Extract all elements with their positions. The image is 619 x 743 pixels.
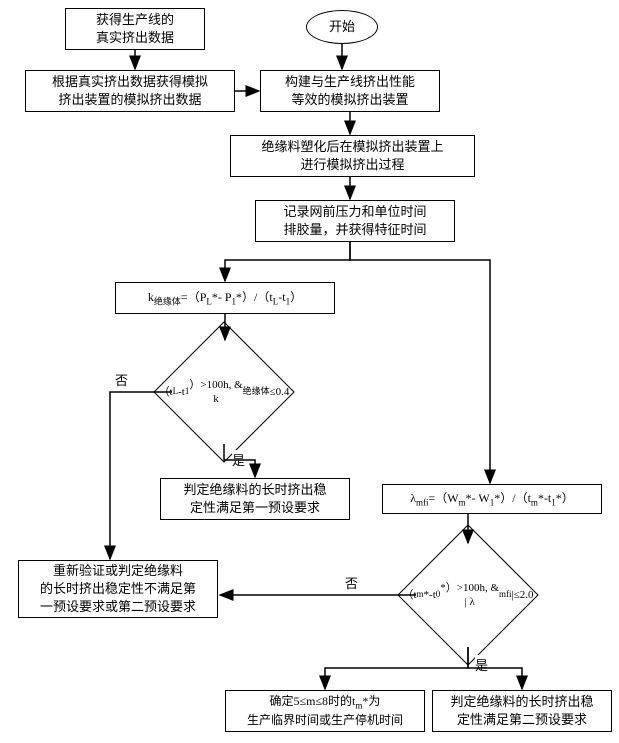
box-text: 构建与生产线挤出性能等效的模拟挤出装置	[285, 73, 415, 109]
box-text: 判定绝缘料的长时挤出稳定性满足第一预设要求	[183, 481, 326, 517]
start-oval: 开始	[306, 10, 378, 44]
box-text: λmfi=（Wm*- W1*）/（tm*-t1*）	[410, 490, 574, 509]
label-yes-2: 是	[475, 655, 488, 674]
box-sim-data: 根据真实挤出数据获得模拟挤出装置的模拟挤出数据	[25, 70, 235, 112]
decision-lambda: （tm*-t0*）>100h, &| λmfi |≤2.0	[418, 545, 518, 645]
box-record: 记录网前压力和单位时间排胶量，并获得特征时间	[255, 200, 455, 242]
diamond-text: （tL-t1）>100h, &k绝缘体≤0.4	[154, 342, 294, 442]
box-critical-time: 确定5≤m≤8时的tm*为生产临界时间或生产停机时间	[225, 690, 425, 732]
label-yes-1: 是	[232, 450, 245, 469]
box-text: k绝缘体=（PL*- P1*）/（tL-t1）	[148, 289, 302, 308]
box-text: 开始	[329, 18, 355, 36]
box-build-sim: 构建与生产线挤出性能等效的模拟挤出装置	[260, 70, 440, 112]
box-real-data: 获得生产线的真实挤出数据	[65, 8, 205, 50]
box-text: 根据真实挤出数据获得模拟挤出装置的模拟挤出数据	[52, 73, 208, 109]
box-text: 获得生产线的真实挤出数据	[96, 11, 174, 47]
box-text: 判定绝缘料的长时挤出稳定性满足第二预设要求	[450, 693, 593, 729]
label-no-1: 否	[115, 370, 128, 389]
label-no-2: 否	[345, 573, 358, 592]
box-revalidate: 重新验证或判定绝缘料的长时挤出稳定性不满足第一预设要求或第二预设要求	[18, 560, 218, 618]
decision-k: （tL-t1）>100h, &k绝缘体≤0.4	[174, 342, 274, 442]
box-k-formula: k绝缘体=（PL*- P1*）/（tL-t1）	[115, 282, 335, 314]
box-text: 记录网前压力和单位时间排胶量，并获得特征时间	[283, 203, 426, 239]
box-plasticize: 绝缘料塑化后在模拟挤出装置上进行模拟挤出过程	[230, 135, 475, 177]
diamond-text: （tm*-t0*）>100h, &| λmfi |≤2.0	[393, 545, 543, 645]
box-lambda-formula: λmfi=（Wm*- W1*）/（tm*-t1*）	[382, 484, 602, 514]
box-text: 重新验证或判定绝缘料的长时挤出稳定性不满足第一预设要求或第二预设要求	[40, 562, 196, 617]
box-first-preset: 判定绝缘料的长时挤出稳定性满足第一预设要求	[160, 478, 350, 520]
box-text: 确定5≤m≤8时的tm*为生产临界时间或生产停机时间	[247, 693, 403, 729]
box-second-preset: 判定绝缘料的长时挤出稳定性满足第二预设要求	[432, 690, 612, 732]
box-text: 绝缘料塑化后在模拟挤出装置上进行模拟挤出过程	[261, 138, 443, 174]
